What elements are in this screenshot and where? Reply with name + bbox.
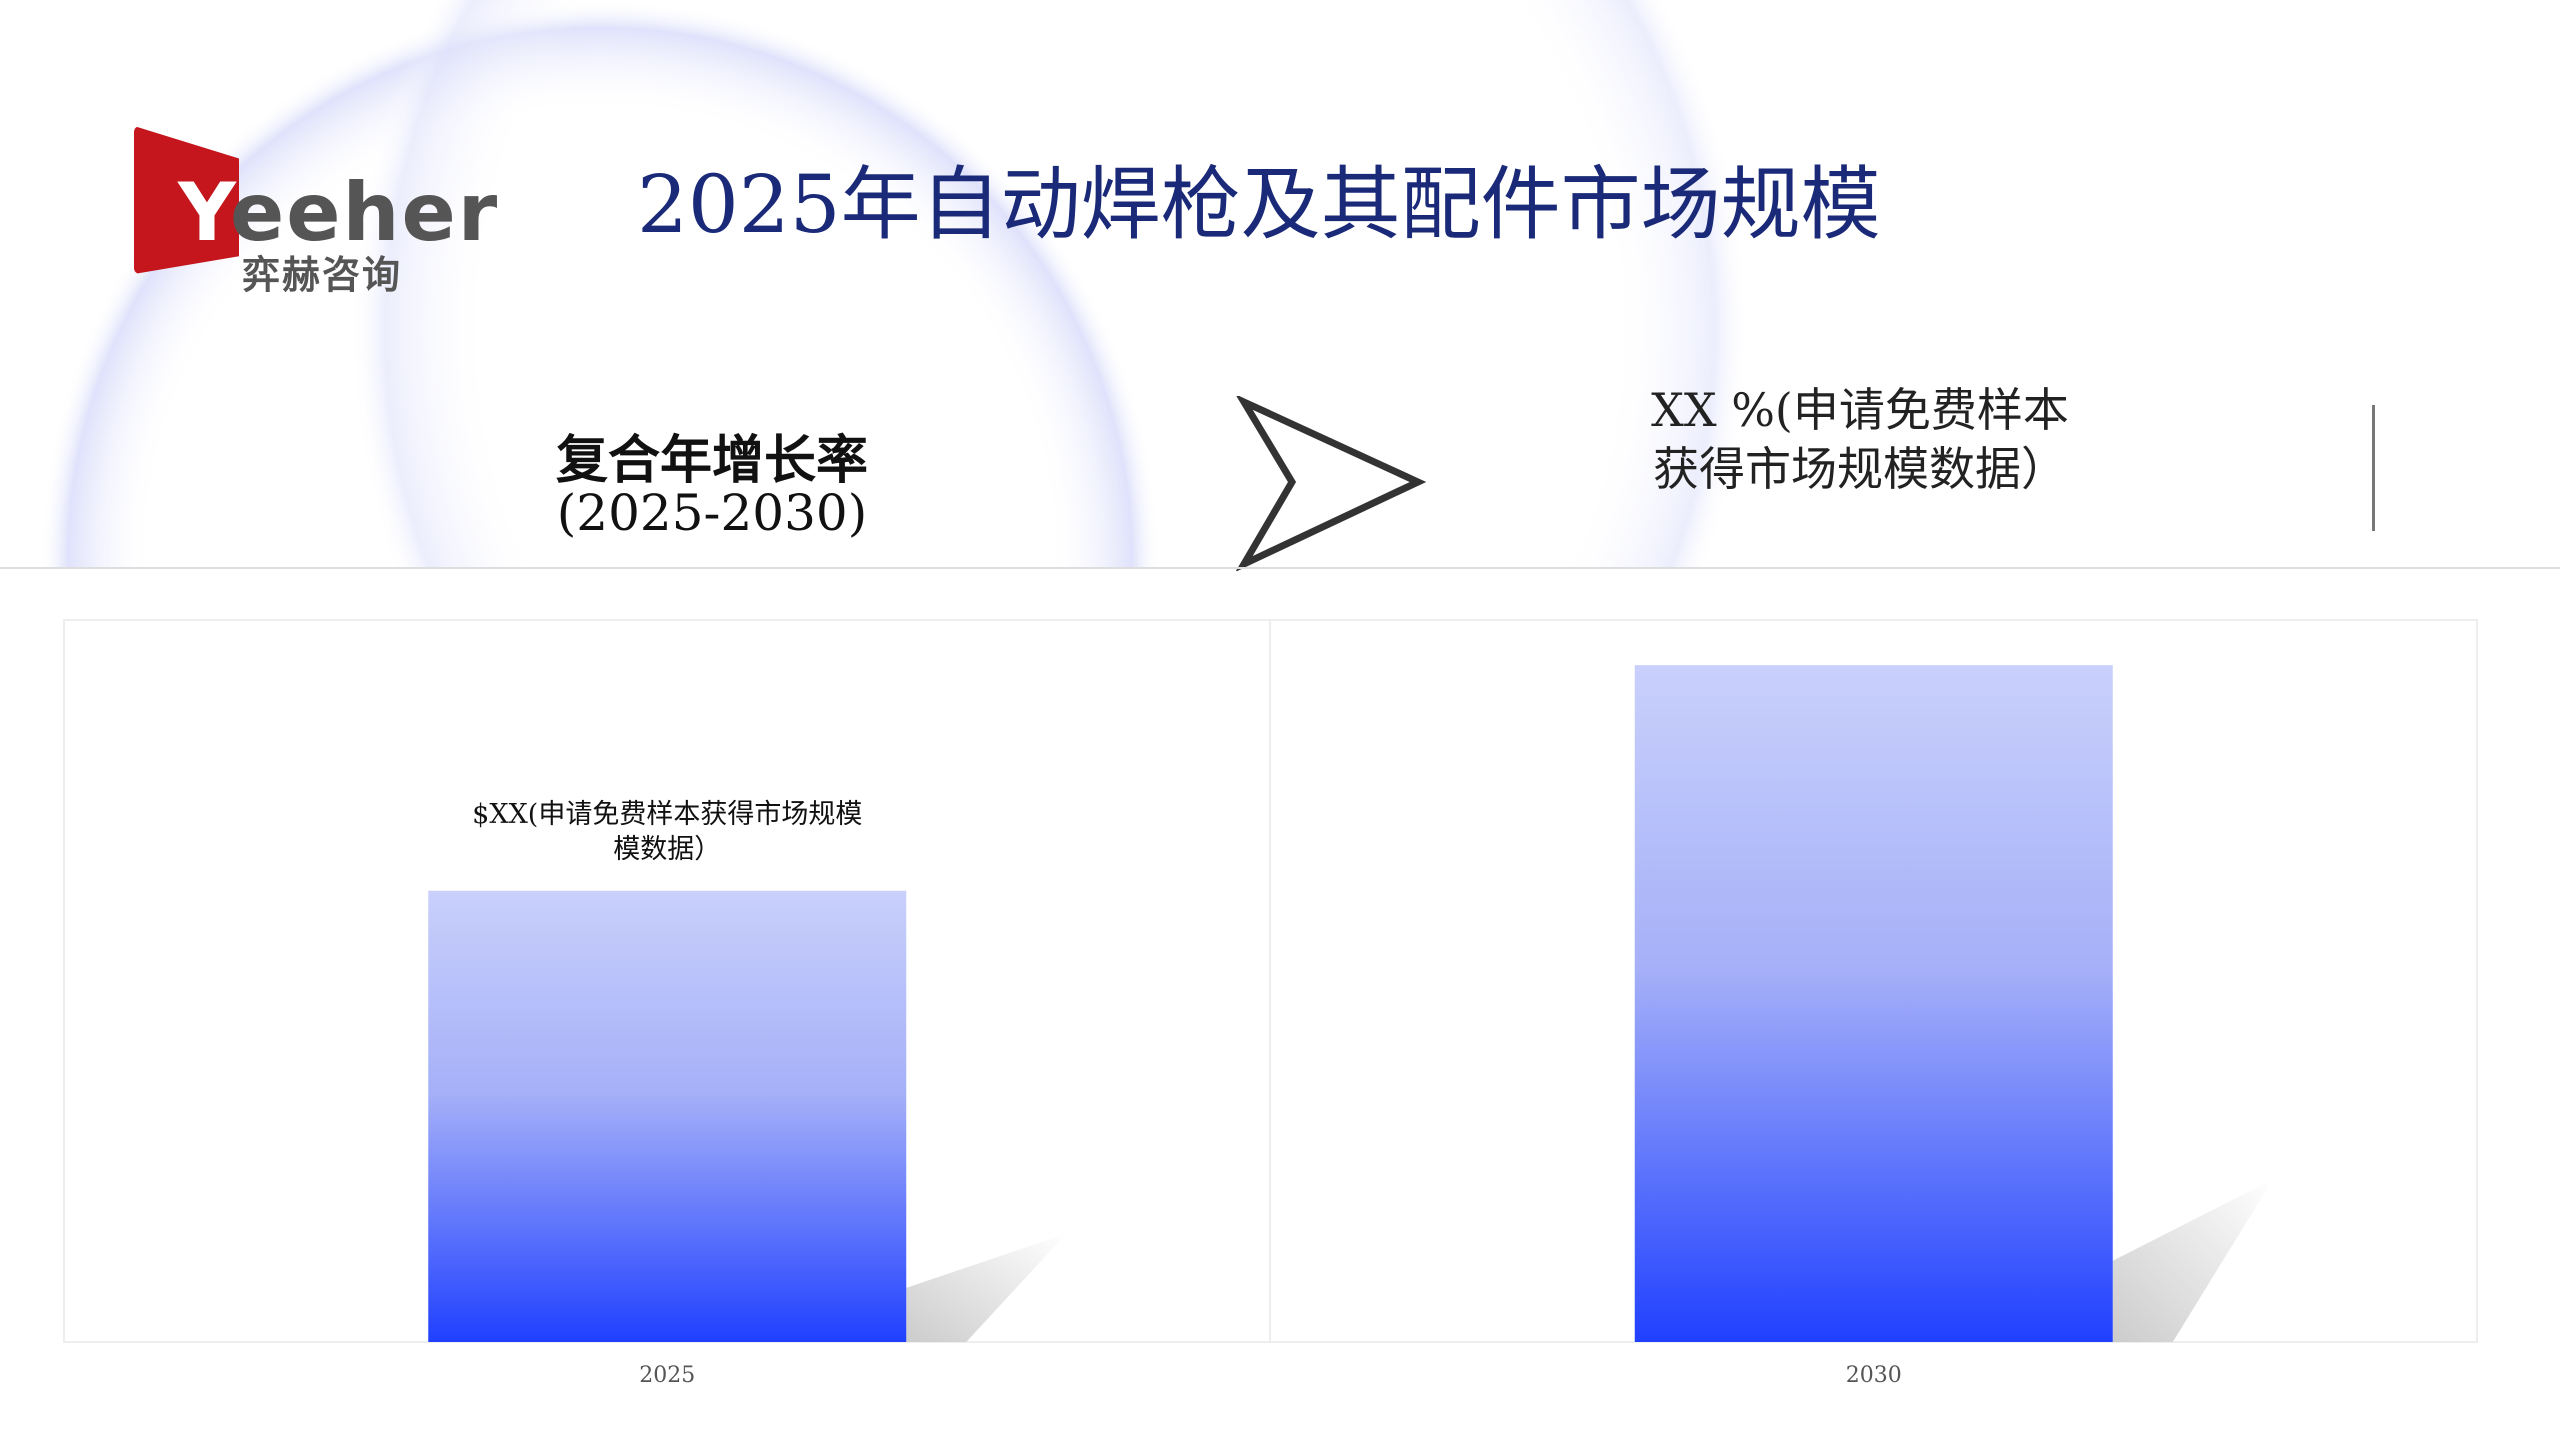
- bar-2025: [428, 890, 907, 1342]
- x-tick-label: 2025: [639, 1363, 695, 1388]
- page-title: 2025年自动焊枪及其配件市场规模: [637, 158, 1881, 251]
- divider-vertical: [2372, 405, 2375, 531]
- bar-2030: [1634, 665, 2113, 1342]
- bar-shadow: [2112, 1179, 2273, 1342]
- x-tick-label: 2030: [1846, 1363, 1902, 1388]
- chevron-right-icon: [1236, 396, 1426, 571]
- cagr-value-line1: XX %(申请免费样本: [1651, 383, 2069, 437]
- data-label: 模数据）: [613, 834, 721, 865]
- cagr-label: 复合年增长率: [555, 430, 868, 491]
- cagr-value-line2: 获得市场规模数据）: [1653, 442, 2067, 496]
- yeeher-logo: Y eeher 弈赫咨询: [134, 126, 497, 297]
- data-label: $XX(申请免费样本获得市场规模: [472, 799, 862, 830]
- divider-horizontal: [0, 567, 2560, 569]
- bar-shadow: [906, 1233, 1067, 1342]
- cagr-years: (2025-2030): [556, 484, 868, 542]
